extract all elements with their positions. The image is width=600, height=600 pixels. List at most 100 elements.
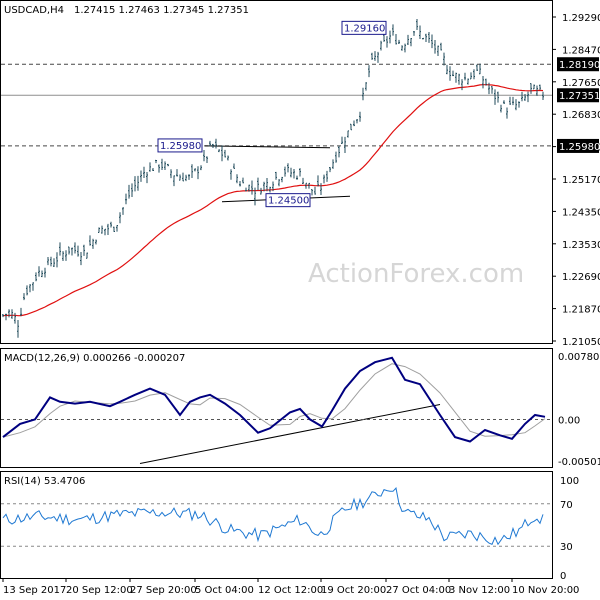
- price-bar: [113, 226, 115, 232]
- price-bar: [296, 175, 298, 180]
- price-tag-label: 1.28190: [559, 60, 600, 71]
- price-bar: [494, 89, 496, 105]
- price-bar: [68, 246, 70, 255]
- price-bar: [389, 30, 391, 44]
- resistance-trendline: [204, 145, 331, 149]
- price-bar: [338, 145, 340, 158]
- price-bar: [428, 31, 430, 43]
- price-bar: [401, 45, 403, 51]
- price-bar: [179, 174, 181, 181]
- price-bar: [182, 172, 184, 182]
- price-bar: [233, 163, 235, 169]
- price-bar: [56, 252, 58, 268]
- price-bar: [140, 170, 142, 182]
- price-bar: [23, 293, 25, 301]
- price-bar: [254, 187, 256, 206]
- price-tag: 1.28190: [557, 57, 600, 72]
- price-bar: [161, 158, 163, 170]
- price-bar: [443, 52, 445, 66]
- price-bar: [116, 224, 118, 232]
- price-bar: [344, 136, 346, 154]
- price-bar: [173, 175, 175, 187]
- price-bar: [104, 228, 106, 236]
- price-bar: [128, 184, 130, 199]
- x-tick-label: 12 Oct 12:00: [258, 585, 323, 596]
- price-bar: [353, 120, 355, 127]
- x-tick-label: 10 Nov 20:00: [512, 585, 579, 596]
- price-bar: [236, 174, 238, 184]
- watermark: ActionForex.com: [308, 259, 524, 289]
- price-bar: [329, 167, 331, 173]
- price-bar: [350, 123, 352, 131]
- price-bar: [293, 168, 295, 179]
- price-bar: [14, 312, 16, 324]
- price-bar: [461, 79, 463, 91]
- x-tick-label: 20 Sep 12:00: [66, 585, 133, 596]
- price-bar: [395, 33, 397, 45]
- price-bars: [2, 18, 544, 338]
- price-bar: [218, 149, 220, 153]
- price-bar: [17, 320, 19, 338]
- macd-line: [2, 356, 546, 443]
- price-bar: [194, 168, 196, 172]
- price-bar: [410, 37, 412, 47]
- price-bar: [11, 309, 13, 319]
- price-bar: [26, 285, 28, 296]
- price-bar: [71, 247, 73, 256]
- main-panel-ohlc: 1.27415 1.27463 1.27345 1.27351: [74, 5, 249, 16]
- level-lines: [1, 63, 552, 147]
- price-bar: [527, 91, 529, 103]
- price-bar: [230, 169, 232, 180]
- price-bar: [425, 33, 427, 42]
- price-bar: [437, 45, 439, 56]
- price-bar: [263, 181, 265, 192]
- price-bar: [521, 91, 523, 102]
- price-bar: [287, 163, 289, 173]
- price-bar: [515, 99, 517, 111]
- price-bar: [470, 72, 472, 80]
- price-bar: [533, 84, 535, 90]
- price-bar: [290, 167, 292, 178]
- price-bar: [500, 104, 502, 113]
- price-bar: [137, 175, 139, 191]
- price-bar: [131, 183, 133, 197]
- price-bar: [326, 170, 328, 182]
- price-bar: [503, 100, 505, 105]
- price-bar: [269, 186, 271, 193]
- price-bar: [536, 85, 538, 96]
- price-bar: [53, 258, 55, 267]
- price-bar: [497, 91, 499, 103]
- price-tag-box: [557, 88, 599, 103]
- price-bar: [302, 177, 304, 184]
- price-tag: 1.27351: [557, 88, 600, 103]
- price-bar: [134, 176, 136, 192]
- price-bar: [20, 307, 22, 317]
- rsi-panel-frame: [0, 471, 553, 579]
- price-bar: [404, 43, 406, 53]
- price-bar: [518, 101, 520, 108]
- price-bar: [386, 36, 388, 48]
- rsi-tick-label: 100: [560, 476, 579, 487]
- macd-panel-label: MACD(12,26,9) 0.000266 -0.000207: [4, 353, 185, 364]
- price-annotation: 1.29160: [341, 20, 387, 35]
- price-bar: [224, 149, 226, 158]
- price-bar: [35, 272, 37, 282]
- price-bar: [506, 107, 508, 119]
- y-tick-label: 1.28470: [562, 45, 600, 56]
- price-bar: [272, 181, 274, 192]
- price-bar: [539, 84, 541, 91]
- price-bar: [107, 223, 109, 235]
- main-panel-symbol: USDCAD,H4: [4, 5, 64, 16]
- price-bar: [377, 51, 379, 63]
- price-bar: [164, 161, 166, 171]
- price-bar: [308, 182, 310, 189]
- price-bar: [485, 78, 487, 86]
- price-bar: [335, 151, 337, 163]
- price-bar: [125, 193, 127, 205]
- price-bar: [452, 70, 454, 77]
- price-bar: [47, 257, 49, 266]
- price-annotation: 1.24500: [265, 193, 311, 208]
- price-bar: [167, 163, 169, 167]
